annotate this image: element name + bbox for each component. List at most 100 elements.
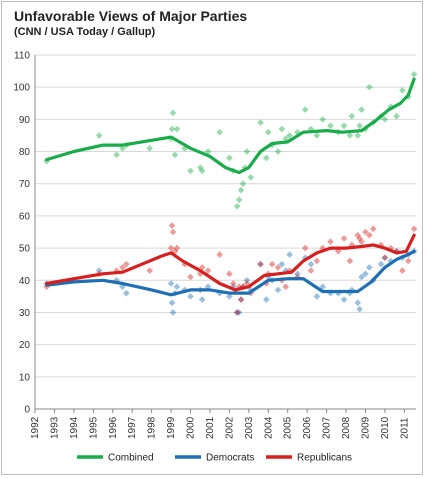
data-point <box>226 293 233 300</box>
data-point <box>327 122 334 130</box>
x-tick-label: 2007 <box>322 416 333 439</box>
y-tick-label: 20 <box>19 340 31 351</box>
data-point <box>146 267 153 274</box>
data-point <box>340 122 348 130</box>
data-point <box>241 164 249 171</box>
data-point <box>173 125 181 133</box>
x-tick-label: 2008 <box>341 416 352 439</box>
data-point <box>381 254 389 262</box>
data-point <box>410 225 418 233</box>
data-point <box>239 180 247 188</box>
y-tick-label: 50 <box>19 244 31 255</box>
x-tick-label: 2010 <box>380 416 391 439</box>
data-point <box>198 264 206 271</box>
data-point <box>358 273 365 281</box>
data-point <box>169 228 177 236</box>
y-tick-label: 80 <box>19 147 31 158</box>
data-point <box>263 296 270 303</box>
x-tick-label: 2006 <box>302 416 313 439</box>
data-point <box>268 260 276 268</box>
data-point <box>274 286 282 294</box>
x-tick-label: 1998 <box>147 416 158 439</box>
data-point <box>171 248 179 255</box>
data-point <box>313 293 321 300</box>
data-point <box>381 116 389 123</box>
data-point <box>167 280 175 287</box>
data-point <box>319 283 326 291</box>
data-point <box>216 128 223 136</box>
x-tick-label: 2009 <box>360 416 371 439</box>
data-point <box>307 260 315 268</box>
data-point <box>257 119 264 126</box>
x-tick-label: 2011 <box>399 417 410 439</box>
data-point <box>366 83 373 91</box>
data-point <box>366 231 373 239</box>
data-point <box>235 196 243 204</box>
trend-line-democrats <box>45 249 416 297</box>
x-tick-label: 1997 <box>127 416 138 439</box>
data-point <box>301 244 309 252</box>
data-point <box>362 228 369 236</box>
data-point <box>354 231 361 239</box>
data-point <box>43 157 50 165</box>
data-point <box>340 296 348 303</box>
legend-label-democrats: Democrats <box>206 453 254 464</box>
data-point <box>243 280 251 287</box>
data-point <box>346 257 354 265</box>
data-point <box>167 244 175 252</box>
data-point <box>247 173 255 181</box>
y-tick-label: 100 <box>13 83 30 94</box>
y-tick-label: 60 <box>19 211 31 222</box>
x-tick-label: 2000 <box>186 416 197 439</box>
data-point <box>286 132 293 139</box>
data-point <box>313 132 321 139</box>
data-point <box>319 116 326 123</box>
y-tick-label: 90 <box>19 115 31 126</box>
data-point <box>313 257 321 265</box>
y-tick-label: 70 <box>19 179 31 190</box>
data-point <box>204 283 212 291</box>
data-point <box>354 132 361 139</box>
data-point <box>233 202 241 210</box>
data-point <box>348 112 356 120</box>
x-tick-label: 1999 <box>166 416 177 439</box>
data-point <box>168 125 176 133</box>
data-point <box>286 251 293 258</box>
data-point <box>294 273 301 281</box>
data-point <box>358 238 365 245</box>
data-point <box>235 283 243 291</box>
data-point <box>263 154 270 162</box>
x-tick-label: 2005 <box>283 416 294 439</box>
data-point <box>187 293 194 300</box>
y-tick-label: 0 <box>24 405 30 416</box>
data-point <box>204 267 212 274</box>
data-point <box>235 309 243 316</box>
data-point <box>198 167 206 175</box>
data-point <box>307 267 315 274</box>
data-point <box>243 276 251 284</box>
data-point <box>171 151 179 159</box>
data-point <box>399 87 406 94</box>
data-point <box>387 257 395 265</box>
data-point <box>237 186 245 194</box>
data-point <box>377 260 385 268</box>
data-point <box>168 222 176 229</box>
data-point <box>233 309 241 316</box>
data-point <box>173 283 181 291</box>
x-tick-label: 1992 <box>30 416 41 439</box>
data-point <box>198 296 206 303</box>
data-point <box>123 289 130 297</box>
x-tick-label: 2004 <box>263 416 274 439</box>
data-point <box>278 260 286 268</box>
data-point <box>264 128 272 136</box>
data-point <box>169 309 177 316</box>
y-tick-label: 110 <box>14 51 30 62</box>
x-tick-label: 1996 <box>108 416 119 439</box>
chart-title: Unfavorable Views of Major Parties <box>14 8 248 24</box>
data-point <box>404 257 412 265</box>
data-point <box>274 264 282 271</box>
data-point <box>173 244 181 252</box>
data-point <box>282 283 290 291</box>
y-tick-label: 30 <box>19 308 31 319</box>
